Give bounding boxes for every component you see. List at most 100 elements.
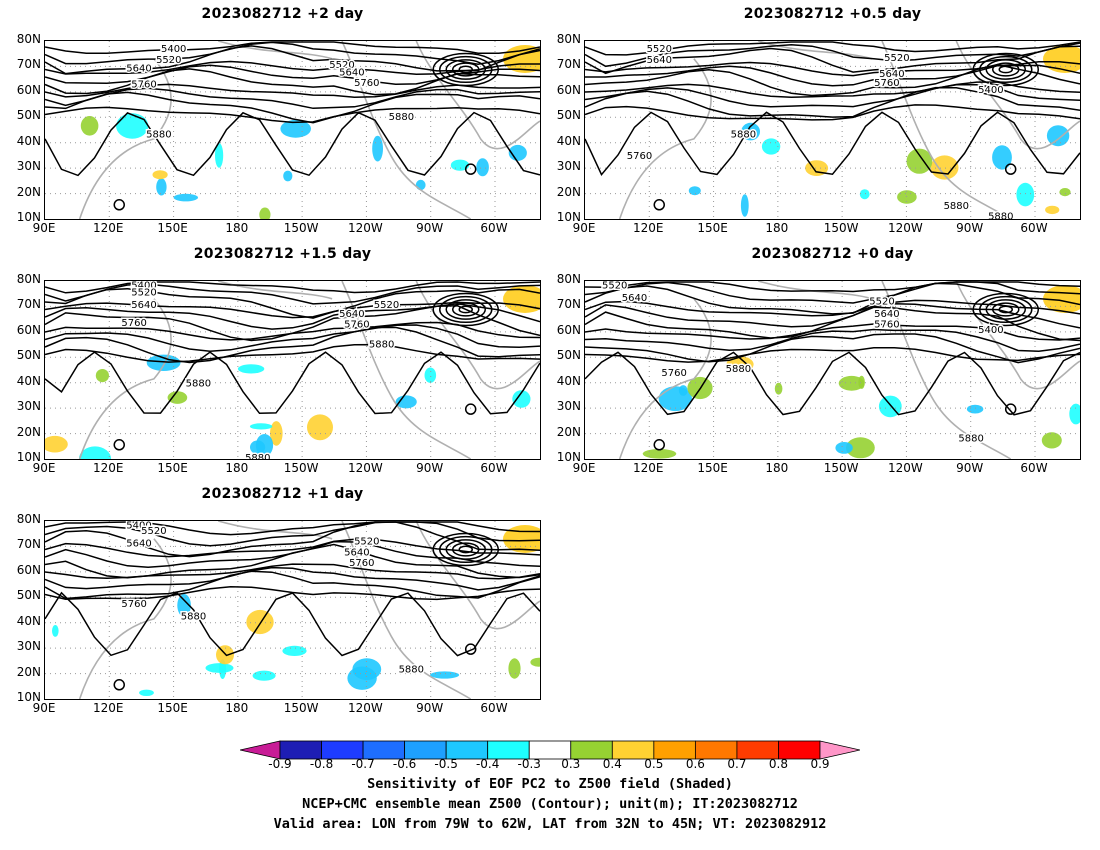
coastlines — [618, 281, 1080, 459]
shading-patch — [259, 207, 271, 219]
lon-label: 90W — [416, 461, 444, 475]
lon-label: 120W — [888, 461, 923, 475]
panel-title: 2023082712 +2 day — [201, 6, 364, 22]
shading-patch — [372, 135, 383, 162]
contour-label: 5760 — [661, 368, 686, 379]
shading-patch — [992, 145, 1012, 170]
lat-label: 20N — [556, 184, 581, 199]
lon-label: 120W — [348, 221, 383, 235]
contour-label: 5640 — [339, 67, 364, 78]
contour-label: 5520 — [354, 537, 379, 548]
shading-patch — [116, 113, 149, 139]
lat-label: 80N — [556, 32, 581, 46]
shading-patch — [177, 594, 191, 617]
contour-label: 5760 — [874, 320, 899, 331]
lat-label: 10N — [556, 450, 581, 464]
shading-patch — [152, 170, 168, 180]
colorbar-tick-label: -0.4 — [475, 757, 500, 771]
contour-label: 5880 — [399, 665, 424, 676]
lon-label: 60W — [1020, 221, 1048, 235]
sensitivity-shading — [688, 45, 1080, 217]
contour-label: 5400 — [131, 281, 156, 292]
colorbar-tick-label: 0.9 — [810, 757, 830, 771]
lat-label: 40N — [556, 373, 581, 388]
colorbar-tick-label: 0.8 — [768, 757, 788, 771]
contour-label: 5520 — [141, 526, 166, 537]
lat-label: 10N — [556, 210, 581, 224]
lon-label: 90W — [416, 701, 444, 715]
lat-label: 40N — [16, 613, 41, 628]
map-p0: 5400 5520 5640 5760 5880 5520 5640 5760 5880 — [44, 40, 541, 220]
lat-label: 50N — [16, 588, 41, 603]
panel-title: 2023082712 +0 day — [751, 246, 914, 262]
lat-label: 30N — [16, 639, 41, 654]
lon-label: 90E — [32, 701, 56, 715]
z500-contours — [45, 281, 540, 451]
colorbar-tick-label: -0.3 — [517, 757, 541, 771]
lat-label: 20N — [16, 664, 41, 679]
contour-label: 5880 — [181, 611, 206, 622]
contour-label: 5880 — [389, 112, 414, 123]
lon-label: 60W — [480, 221, 508, 235]
panel-plus-0.5-day: 2023082712 +0.5 day — [545, 0, 1100, 245]
colorbar-tick-label: 0.3 — [561, 757, 581, 771]
lat-label: 30N — [16, 399, 41, 414]
contour-label: 5640 — [339, 309, 364, 320]
panel-title: 2023082712 +1 day — [201, 486, 364, 502]
shading-patch — [252, 670, 276, 681]
shading-patch — [642, 449, 677, 459]
shading-patch — [430, 671, 460, 679]
lat-label: 70N — [16, 537, 41, 552]
footer-line-3: Valid area: LON from 79W to 62W, LAT fro… — [273, 816, 827, 832]
lon-label: 180 — [765, 461, 789, 475]
lat-label: 80N — [16, 32, 41, 46]
contour-label: 5880 — [958, 434, 983, 445]
graticule — [45, 281, 540, 459]
lat-label: 70N — [16, 57, 41, 72]
sensitivity-shading — [52, 525, 540, 696]
lat-label: 60N — [16, 82, 41, 97]
panel-plus-1-day: 2023082712 +1 day — [0, 480, 545, 725]
contour-label: 5760 — [121, 599, 146, 610]
contour-label: 5400 — [161, 44, 186, 55]
graticule — [45, 521, 540, 699]
z500-contours — [45, 521, 540, 691]
contour-label: 5880 — [369, 339, 394, 350]
lon-label: 150E — [697, 461, 728, 475]
shading-patch — [508, 144, 527, 161]
panel-plus-1.5-day: 2023082712 +1.5 day — [0, 240, 545, 485]
lon-label: 120E — [93, 221, 124, 235]
contour-label: 5640 — [344, 547, 369, 558]
lon-label: 150E — [697, 221, 728, 235]
lon-label: 180 — [225, 221, 249, 235]
shading-patch — [530, 657, 540, 667]
lat-label: 30N — [556, 399, 581, 414]
lat-label: 40N — [556, 133, 581, 148]
lon-label: 90W — [956, 221, 984, 235]
lat-label: 80N — [16, 512, 41, 526]
shading-patch — [139, 689, 154, 696]
lat-label: 80N — [16, 272, 41, 286]
lon-label: 120W — [348, 701, 383, 715]
lon-label: 150E — [157, 701, 188, 715]
shading-patch — [52, 625, 59, 637]
shading-patch — [508, 658, 521, 679]
shading-patch — [173, 193, 198, 202]
colorbar-tick-label: -0.8 — [309, 757, 334, 771]
contour-label: 5760 — [121, 318, 146, 329]
shading-patch — [1041, 432, 1062, 449]
lat-label: 50N — [556, 348, 581, 363]
lon-label: 120E — [93, 701, 124, 715]
lat-label: 10N — [16, 210, 41, 224]
lon-label: 120E — [633, 221, 664, 235]
lat-label: 40N — [16, 133, 41, 148]
lat-label: 20N — [16, 184, 41, 199]
z500-contours — [585, 281, 1080, 451]
map-p2: 5400 5520 5640 5760 5520 5640 5760 5880 5880 5880 — [44, 280, 541, 460]
shading-patch — [846, 437, 875, 459]
shading-patch — [237, 364, 265, 374]
